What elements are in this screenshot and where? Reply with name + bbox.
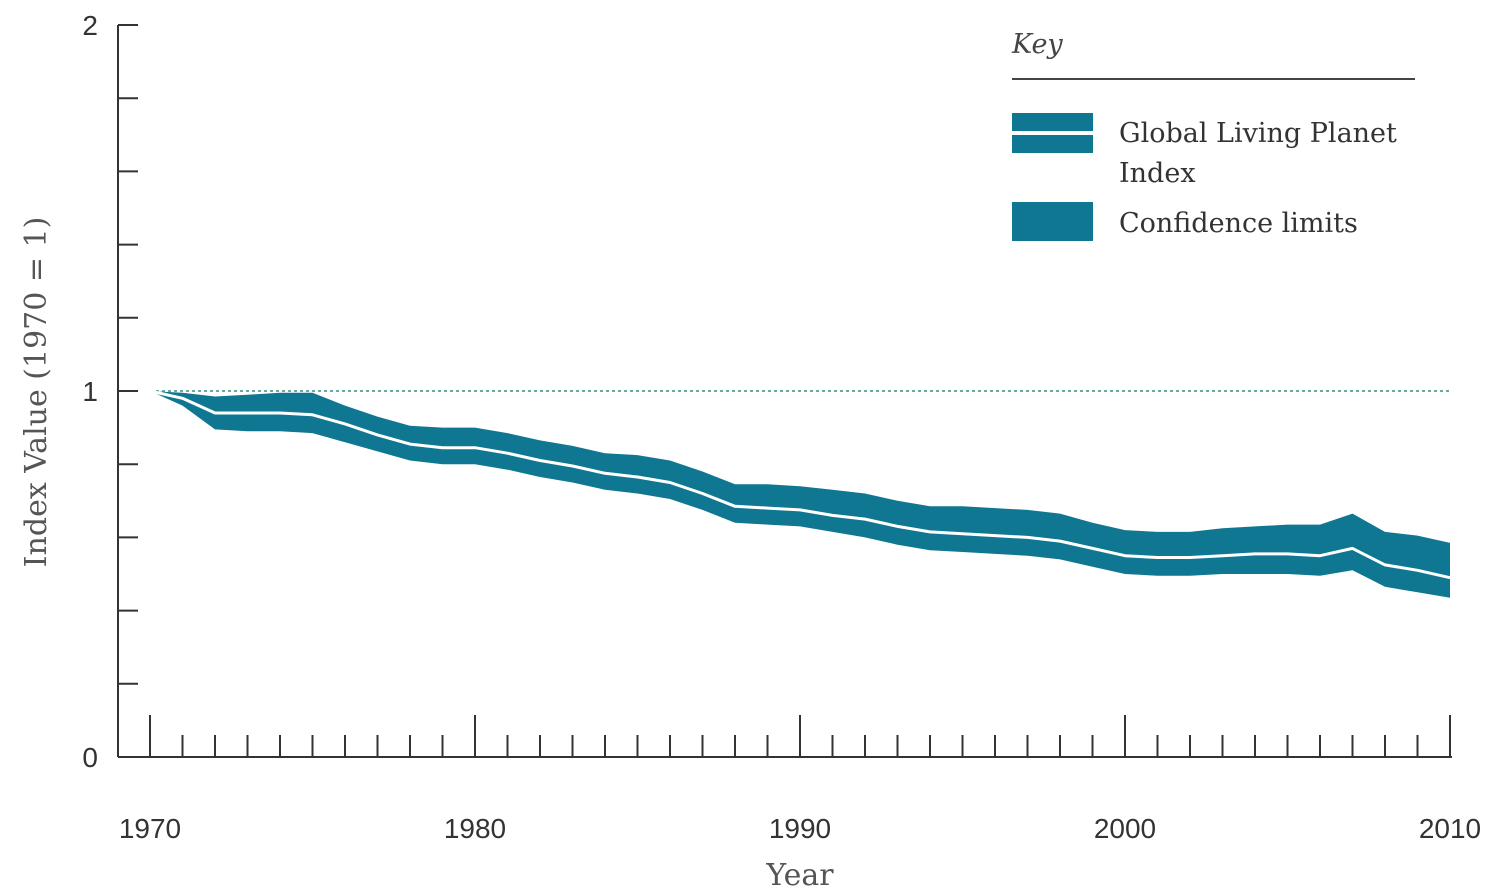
legend-title: Key [1011, 29, 1063, 60]
legend-label-confidence: Confidence limits [1119, 208, 1358, 239]
x-tick-label-1990: 1990 [769, 813, 831, 844]
y-tick-label-2: 2 [82, 10, 98, 41]
band-layer [150, 391, 1450, 598]
legend-swatch-confidence [1012, 202, 1093, 241]
legend-label-index-line-1: Global Living Planet [1119, 118, 1397, 149]
legend: Key Global Living Planet Index Confidenc… [1011, 29, 1415, 241]
confidence-band-0 [150, 391, 1450, 598]
legend-label-index-line-2: Index [1119, 158, 1196, 189]
y-tick-label-1: 1 [82, 376, 98, 407]
legend-swatch-index [1012, 113, 1093, 153]
legend-label-index: Global Living Planet Index [1119, 118, 1405, 189]
index-line-0 [149, 389, 1451, 580]
x-tick-label-2000: 2000 [1094, 813, 1156, 844]
x-tick-label-2010: 2010 [1419, 813, 1481, 844]
x-tick-label-1980: 1980 [444, 813, 506, 844]
x-axis-title: Year [765, 858, 834, 891]
axis-layer: 0 1 2 1970 1980 1990 2000 2010 [82, 10, 1481, 844]
y-axis-title: Index Value (1970 = 1) [19, 217, 54, 568]
legend-swatch-index-line [1012, 131, 1093, 135]
line-layer [149, 389, 1451, 580]
x-tick-label-1970: 1970 [119, 813, 181, 844]
y-tick-label-0: 0 [82, 742, 98, 773]
